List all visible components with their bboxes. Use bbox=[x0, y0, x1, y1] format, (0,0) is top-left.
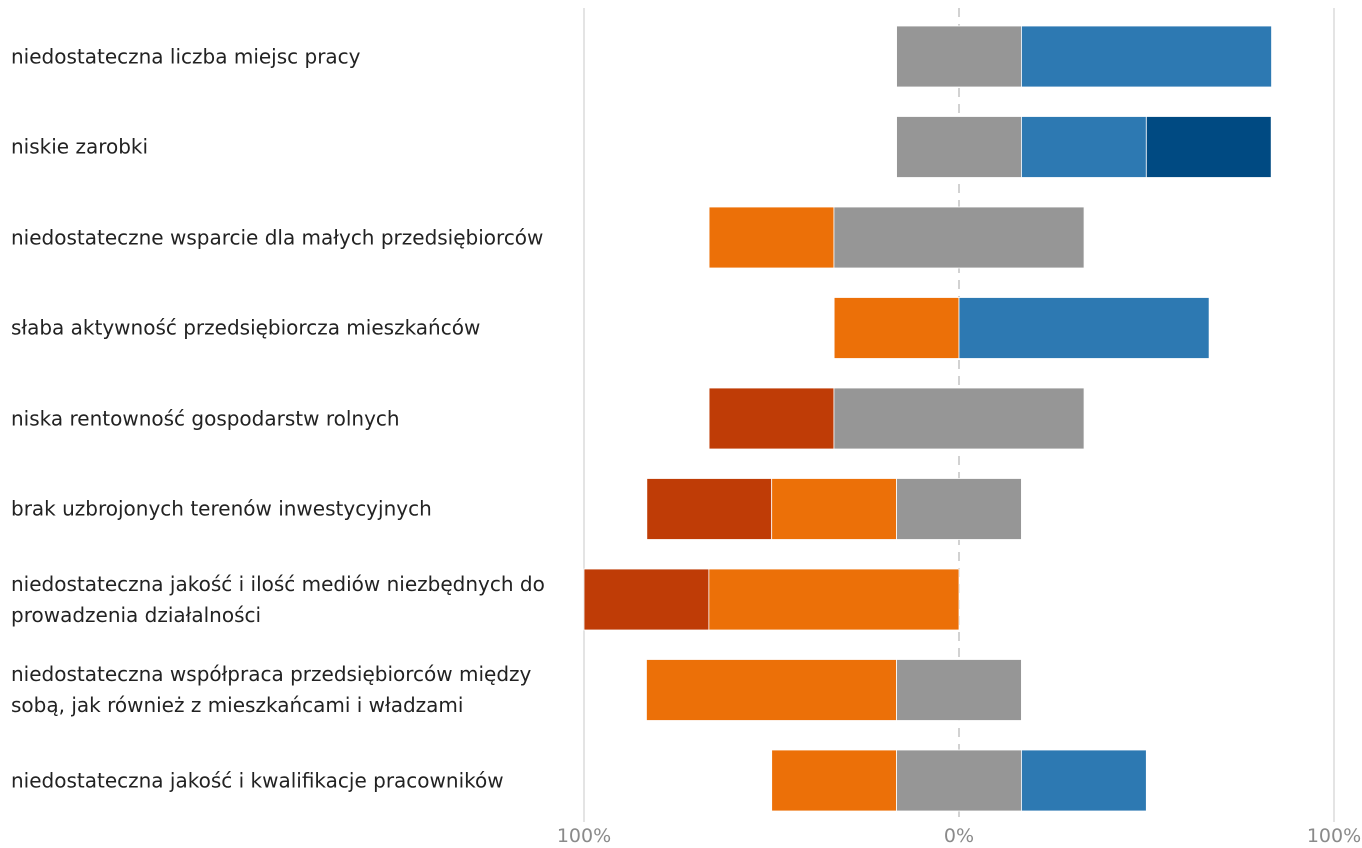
category-label: niska rentowność gospodarstw rolnych bbox=[11, 406, 400, 430]
x-tick-label: 0% bbox=[944, 825, 974, 847]
bar-segment bbox=[708, 568, 960, 631]
x-tick-label: 100% bbox=[1307, 825, 1361, 847]
bar-segment bbox=[1021, 116, 1147, 178]
category-label: niedostateczna liczba miejsc pracy bbox=[11, 44, 361, 68]
bar-segment bbox=[958, 297, 1210, 359]
bar-segment bbox=[708, 206, 835, 269]
category-label: niedostateczna jakość i ilość mediów nie… bbox=[11, 571, 545, 627]
bar-segment bbox=[896, 25, 1022, 88]
bar-segment bbox=[896, 116, 1022, 178]
bar-segment bbox=[583, 568, 710, 631]
bar-segment bbox=[646, 659, 897, 721]
category-label: niedostateczna współpraca przedsiębiorcó… bbox=[11, 662, 532, 717]
bar-segment bbox=[771, 749, 897, 812]
x-tick-label: 100% bbox=[557, 825, 611, 847]
category-label: słaba aktywność przedsiębiorcza mieszkań… bbox=[11, 315, 481, 340]
bar-segment bbox=[833, 206, 1085, 269]
bar-segment bbox=[896, 478, 1022, 540]
category-label: niedostateczne wsparcie dla małych przed… bbox=[11, 225, 544, 249]
bar-segment bbox=[1145, 116, 1272, 178]
bar-segment bbox=[708, 387, 835, 450]
bar-segment bbox=[896, 659, 1022, 721]
bar-segment bbox=[646, 478, 773, 540]
bar-segment bbox=[1021, 25, 1272, 88]
bar-segment bbox=[896, 749, 1022, 812]
bar-segment bbox=[771, 478, 897, 540]
category-label: niedostateczna jakość i kwalifikacje pra… bbox=[11, 768, 504, 792]
bar-segment bbox=[833, 297, 960, 359]
category-label: niskie zarobki bbox=[11, 134, 149, 159]
bar-segment bbox=[1021, 749, 1147, 812]
category-label: brak uzbrojonych terenów inwestycyjnych bbox=[11, 496, 432, 521]
bar-segment bbox=[833, 387, 1085, 450]
